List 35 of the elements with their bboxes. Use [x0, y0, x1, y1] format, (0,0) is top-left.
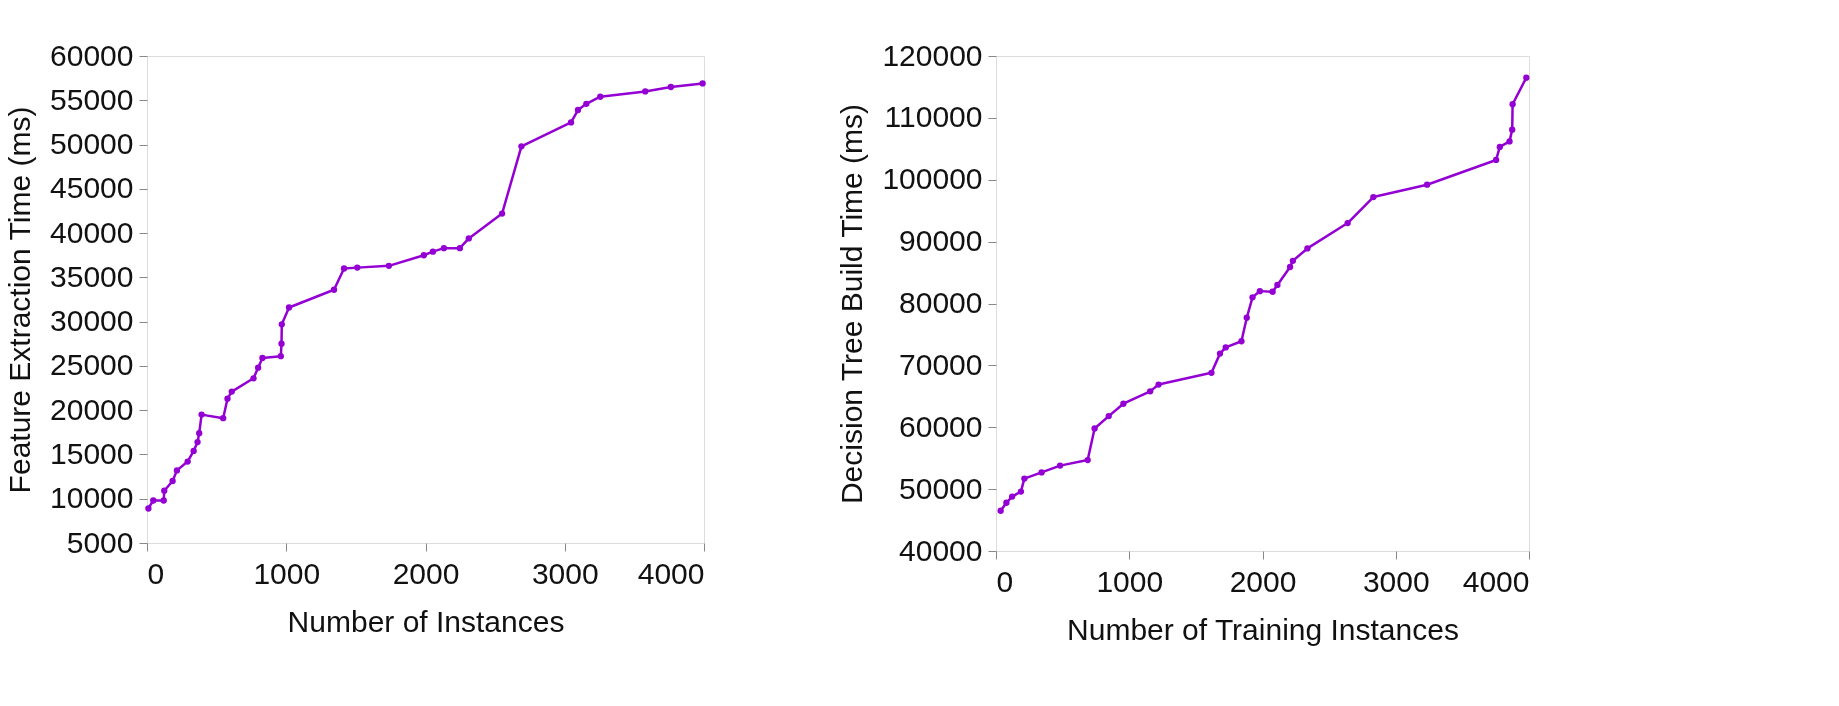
y-tick-label: 50000: [899, 471, 983, 505]
y-tick-label: 110000: [884, 100, 983, 134]
y-tick-label: 120000: [882, 38, 983, 72]
y-tick-label: 100000: [882, 162, 983, 196]
y-tick-label: 5000: [66, 525, 134, 559]
y-tick-label: 40000: [50, 215, 134, 249]
y-tick-label: 40000: [899, 533, 983, 567]
x-tick-label: 4000: [1462, 564, 1530, 598]
y-axis-title: Decision Tree Build Time (ms): [835, 103, 869, 505]
x-tick-label: 2000: [1229, 564, 1297, 598]
x-tick-label: 1000: [253, 556, 321, 590]
y-tick-label: 10000: [50, 481, 134, 515]
y-tick-label: 90000: [899, 224, 983, 258]
y-tick-label: 60000: [899, 409, 983, 443]
y-tick-label: 20000: [50, 392, 134, 426]
y-tick-label: 35000: [50, 259, 134, 293]
y-tick-label: 25000: [50, 348, 134, 382]
x-tick-label: 4000: [637, 556, 705, 590]
y-tick-label: 80000: [899, 286, 983, 319]
x-axis-title: Number of Instances: [287, 604, 565, 638]
x-tick-label: 3000: [1362, 564, 1430, 598]
y-tick-label: 50000: [50, 127, 134, 161]
y-tick-label: 60000: [50, 38, 134, 72]
y-tick-label: 30000: [50, 304, 134, 338]
x-tick-label: 3000: [531, 556, 599, 590]
x-tick-label: 2000: [392, 556, 460, 590]
x-tick-label: 1000: [1096, 564, 1164, 598]
x-axis-title: Number of Training Instances: [1067, 612, 1459, 646]
y-tick-label: 55000: [50, 82, 134, 116]
x-tick-label: 0: [996, 564, 1014, 598]
y-axis-title: Feature Extraction Time (ms): [3, 106, 37, 494]
y-tick-label: 70000: [899, 347, 983, 381]
y-tick-label: 45000: [50, 171, 134, 205]
y-tick-label: 15000: [50, 436, 134, 470]
x-tick-label: 0: [147, 556, 165, 590]
